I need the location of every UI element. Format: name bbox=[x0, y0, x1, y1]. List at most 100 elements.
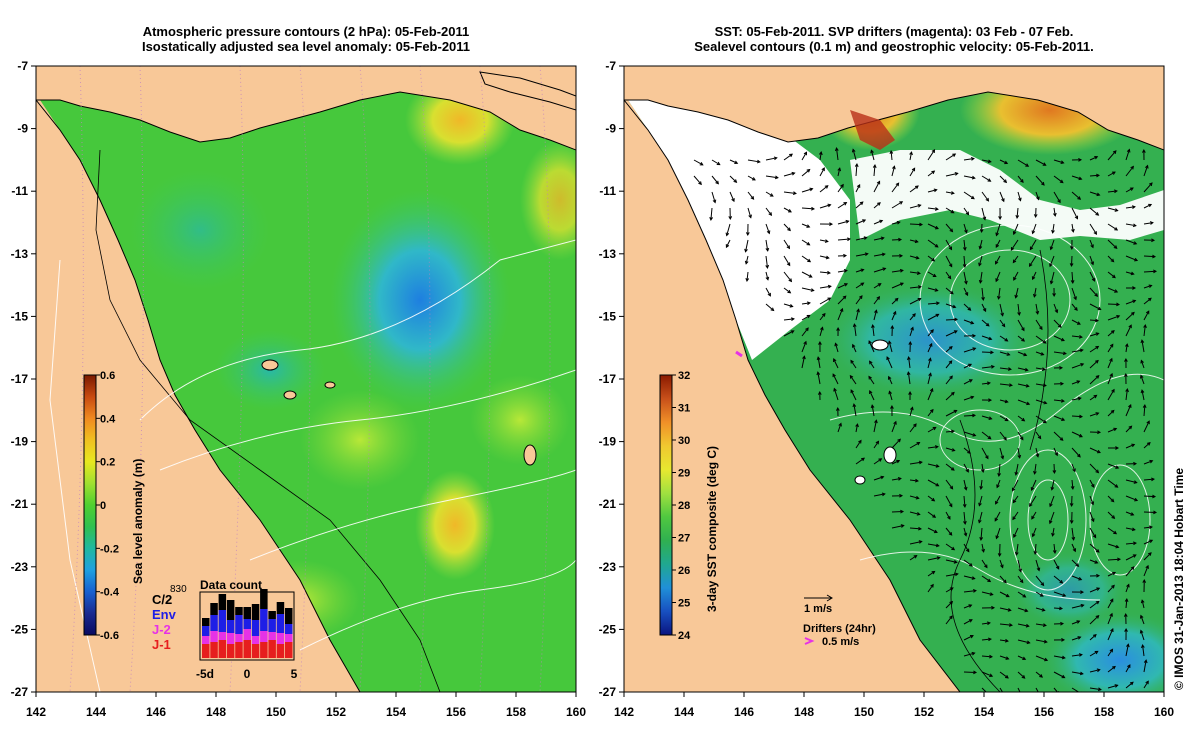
velocity-arrowhead bbox=[750, 196, 755, 200]
velocity-arrowhead bbox=[996, 295, 1001, 300]
velocity-arrow bbox=[801, 314, 810, 321]
velocity-arrow bbox=[1035, 335, 1047, 344]
velocity-arrowhead bbox=[787, 227, 791, 232]
velocity-arrowhead bbox=[1075, 563, 1080, 567]
velocity-arrowhead bbox=[1132, 223, 1137, 228]
velocity-arrow bbox=[783, 318, 794, 321]
velocity-arrowhead bbox=[716, 161, 721, 166]
velocity-arrow bbox=[745, 239, 749, 252]
colorbar-tick-label: 27 bbox=[678, 533, 690, 545]
velocity-arrowhead bbox=[899, 201, 904, 205]
velocity-arrow bbox=[909, 423, 917, 433]
velocity-arrowhead bbox=[868, 375, 872, 380]
velocity-arrow bbox=[945, 287, 954, 295]
velocity-arrow bbox=[765, 207, 772, 216]
velocity-arrowhead bbox=[892, 310, 897, 315]
velocity-arrowhead bbox=[1024, 367, 1029, 372]
velocity-arrowhead bbox=[1146, 441, 1151, 446]
velocity-arrowhead bbox=[972, 347, 977, 351]
velocity-key-label: 1 m/s bbox=[804, 603, 832, 615]
velocity-arrowhead bbox=[916, 512, 921, 516]
velocity-arrow bbox=[1089, 207, 1099, 216]
data-count-legend-j1: J-1 bbox=[152, 637, 171, 652]
velocity-arrowhead bbox=[1092, 534, 1097, 539]
velocity-arrowhead bbox=[1021, 675, 1026, 679]
x-tick-label: 154 bbox=[974, 705, 994, 719]
velocity-arrowhead bbox=[1148, 284, 1153, 288]
velocity-arrow bbox=[981, 303, 987, 312]
velocity-arrowhead bbox=[773, 156, 778, 161]
velocity-arrow bbox=[1089, 615, 1099, 625]
x-tick-label: 142 bbox=[614, 705, 634, 719]
velocity-arrowhead bbox=[978, 502, 982, 507]
velocity-arrow bbox=[1089, 463, 1099, 473]
velocity-arrow bbox=[963, 527, 967, 536]
velocity-arrow bbox=[945, 172, 958, 177]
velocity-arrow bbox=[1107, 543, 1119, 548]
velocity-arrowhead bbox=[1080, 603, 1085, 608]
data-count-bar bbox=[218, 610, 227, 632]
velocity-arrowhead bbox=[1110, 498, 1115, 503]
velocity-arrowhead bbox=[1112, 665, 1116, 670]
left-lime-patch-1 bbox=[300, 390, 420, 490]
velocity-arrowhead bbox=[1004, 638, 1009, 643]
velocity-arrow bbox=[908, 357, 911, 369]
velocity-arrowhead bbox=[950, 429, 955, 434]
velocity-arrowhead bbox=[965, 548, 970, 553]
y-tick-label: -13 bbox=[599, 247, 617, 261]
velocity-arrowhead bbox=[1001, 198, 1005, 203]
velocity-arrowhead bbox=[1015, 214, 1020, 219]
data-count-bar bbox=[243, 640, 251, 658]
velocity-arrow bbox=[891, 421, 897, 433]
velocity-arrowhead bbox=[971, 175, 976, 180]
velocity-arrow bbox=[783, 330, 794, 337]
velocity-arrow bbox=[963, 223, 968, 233]
velocity-arrowhead bbox=[1124, 357, 1128, 362]
velocity-arrow bbox=[1012, 495, 1019, 503]
velocity-arrow bbox=[945, 318, 958, 321]
velocity-arrow bbox=[994, 511, 1001, 522]
data-count-bar bbox=[210, 615, 218, 631]
velocity-arrowhead bbox=[1146, 420, 1150, 425]
velocity-arrow bbox=[1125, 206, 1135, 209]
velocity-arrow bbox=[711, 159, 720, 166]
velocity-arrowhead bbox=[1112, 571, 1117, 576]
velocity-arrow bbox=[1089, 319, 1099, 322]
velocity-arrowhead bbox=[1093, 394, 1098, 399]
velocity-arrow bbox=[817, 372, 821, 385]
velocity-arrowhead bbox=[1147, 297, 1152, 302]
velocity-arrowhead bbox=[900, 524, 905, 528]
velocity-arrow bbox=[999, 367, 1011, 370]
velocity-arrowhead bbox=[1094, 560, 1099, 564]
velocity-arrowhead bbox=[1022, 594, 1027, 598]
velocity-arrow bbox=[783, 191, 796, 194]
velocity-arrow bbox=[873, 181, 881, 193]
velocity-arrow bbox=[888, 391, 893, 401]
velocity-arrowhead bbox=[986, 381, 991, 386]
colorbar-tick-label: -0.6 bbox=[100, 630, 119, 642]
velocity-arrowhead bbox=[1140, 359, 1144, 364]
velocity-arrowhead bbox=[949, 587, 954, 591]
velocity-arrowhead bbox=[968, 604, 973, 608]
right-colorbar-ticks: 32 31 30 29 28 27 26 25 24 bbox=[672, 370, 691, 642]
data-count-bar bbox=[251, 620, 260, 636]
velocity-arrowhead bbox=[971, 576, 976, 580]
velocity-arrow bbox=[1125, 681, 1134, 689]
velocity-arrow bbox=[1071, 636, 1081, 641]
velocity-arrowhead bbox=[770, 307, 775, 312]
velocity-arrow bbox=[999, 303, 1004, 316]
velocity-arrow bbox=[1143, 297, 1152, 305]
velocity-arrowhead bbox=[989, 673, 994, 678]
left-new-britain bbox=[479, 71, 576, 111]
velocity-arrowhead bbox=[1078, 433, 1083, 438]
velocity-arrow bbox=[963, 447, 971, 454]
velocity-arrowhead bbox=[1005, 674, 1009, 679]
velocity-arrow bbox=[855, 163, 858, 177]
velocity-arrow bbox=[1049, 255, 1055, 267]
data-count-bar bbox=[243, 607, 251, 619]
velocity-arrow bbox=[927, 495, 935, 502]
velocity-arrowhead bbox=[1096, 449, 1101, 454]
velocity-arrowhead bbox=[1149, 459, 1154, 464]
velocity-arrow bbox=[909, 461, 922, 465]
velocity-arrow bbox=[998, 287, 1001, 299]
